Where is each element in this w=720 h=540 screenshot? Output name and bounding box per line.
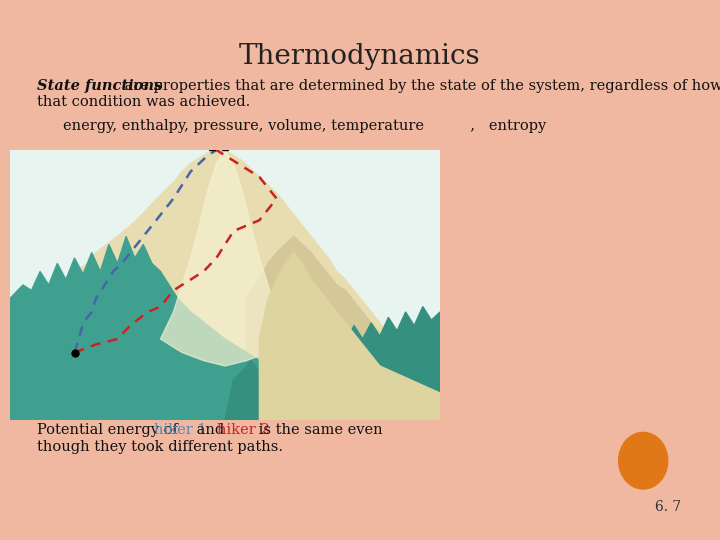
Text: energy, enthalpy, pressure, volume, temperature          ,   entropy: energy, enthalpy, pressure, volume, temp… (63, 119, 546, 133)
Polygon shape (246, 237, 440, 420)
Text: though they took different paths.: though they took different paths. (37, 440, 283, 454)
Text: 6. 7: 6. 7 (654, 500, 681, 514)
FancyBboxPatch shape (20, 15, 37, 525)
Polygon shape (259, 253, 440, 420)
Text: State functions: State functions (37, 79, 163, 93)
Text: is the same even: is the same even (254, 423, 383, 437)
Polygon shape (225, 307, 440, 420)
Polygon shape (161, 150, 285, 366)
Polygon shape (10, 150, 440, 420)
Text: Potential energy of: Potential energy of (37, 423, 183, 437)
Text: that condition was achieved.: that condition was achieved. (37, 96, 251, 110)
FancyBboxPatch shape (10, 150, 440, 420)
Polygon shape (10, 150, 440, 420)
Polygon shape (10, 237, 440, 420)
Text: hiker 1: hiker 1 (154, 423, 207, 437)
Text: hiker 2: hiker 2 (217, 423, 269, 437)
Text: are properties that are determined by the state of the system, regardless of how: are properties that are determined by th… (120, 79, 720, 93)
Ellipse shape (618, 433, 667, 489)
Text: and: and (192, 423, 229, 437)
Polygon shape (10, 272, 440, 420)
FancyBboxPatch shape (683, 15, 700, 525)
Text: Thermodynamics: Thermodynamics (239, 43, 481, 70)
